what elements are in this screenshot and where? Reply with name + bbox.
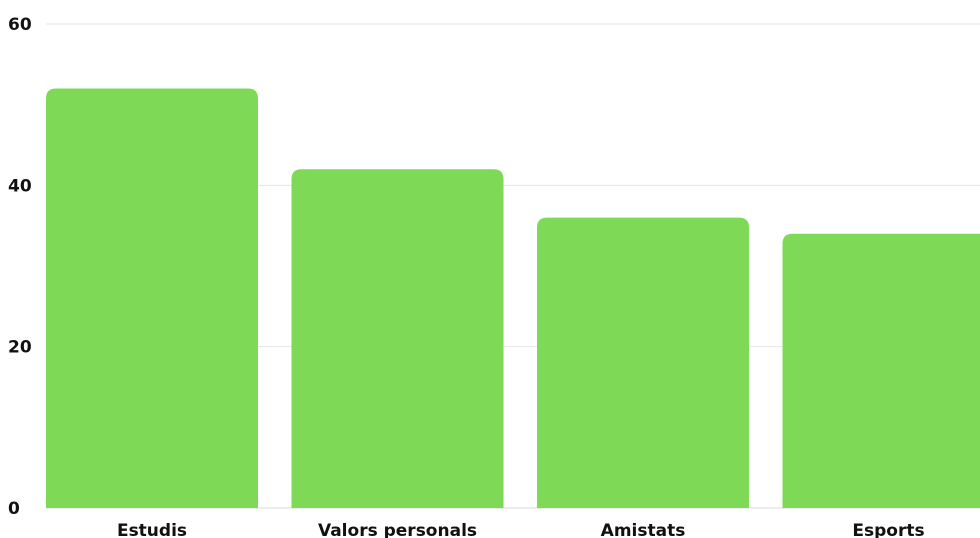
x-category-label: Valors personals bbox=[318, 521, 477, 538]
y-tick-label: 40 bbox=[8, 176, 32, 196]
bar-estudis bbox=[46, 89, 258, 508]
x-category-label: Esports bbox=[852, 521, 924, 538]
y-tick-label: 20 bbox=[8, 338, 32, 358]
y-tick-label: 0 bbox=[8, 499, 20, 519]
bars bbox=[46, 89, 980, 508]
y-tick-label: 60 bbox=[8, 15, 32, 35]
bar-valors-personals bbox=[292, 169, 504, 508]
y-axis-ticks: 0 20 40 60 bbox=[8, 15, 32, 519]
x-category-label: Amistats bbox=[601, 521, 686, 538]
x-axis-labels: Estudis Valors personals Amistats Esports bbox=[117, 521, 925, 538]
bar-esports bbox=[783, 234, 980, 508]
bar-amistats bbox=[537, 218, 749, 508]
x-category-label: Estudis bbox=[117, 521, 187, 538]
